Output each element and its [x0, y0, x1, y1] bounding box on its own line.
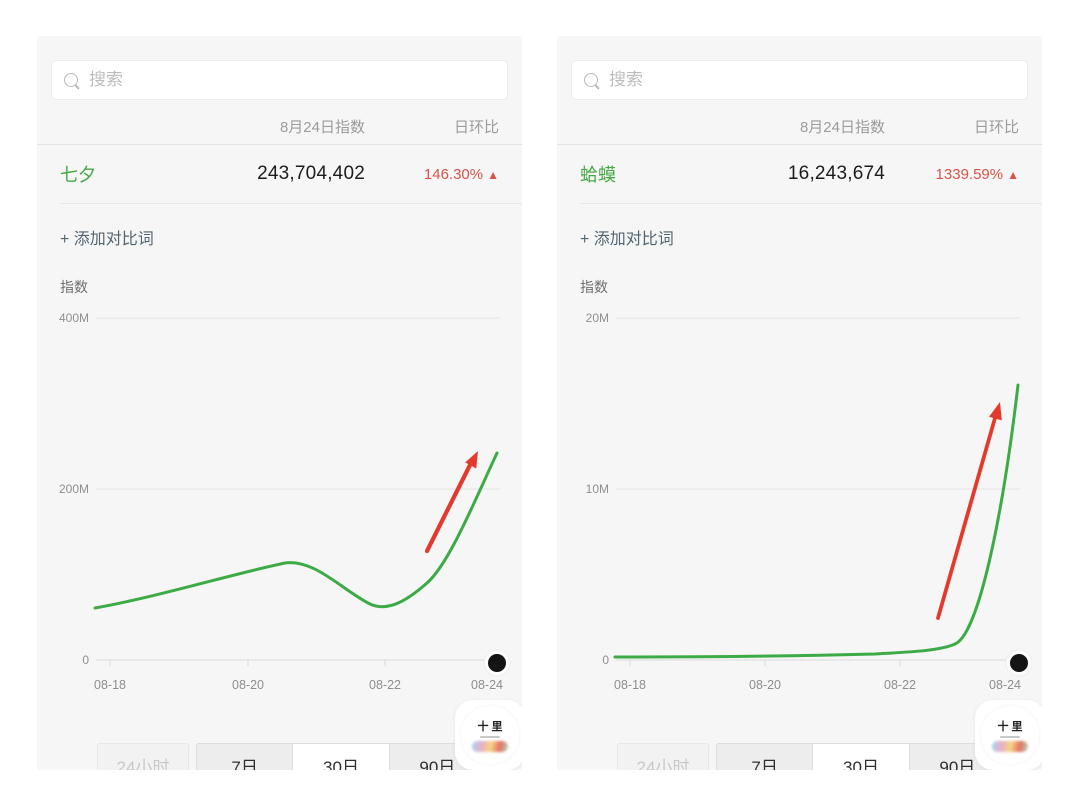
watermark-text: 十里	[997, 721, 1026, 733]
x-tick-1: 08-18	[94, 678, 126, 692]
search-input[interactable]	[607, 69, 1015, 91]
chart-title: 指数	[60, 279, 88, 295]
add-compare-link[interactable]: + 添加对比词	[60, 231, 154, 248]
keyword-index-value: 243,704,402	[257, 163, 365, 184]
y-tick-mid: 200M	[59, 482, 89, 496]
time-range-tabs: 24小时 7日 30日 90日	[37, 743, 522, 770]
x-tick-4: 08-24	[989, 678, 1021, 692]
tab-24h[interactable]: 24小时	[97, 743, 189, 770]
keyword-day-change: 146.30% ▲	[365, 166, 499, 183]
x-tick-1: 08-18	[614, 678, 646, 692]
index-line-chart: 20M 10M 0 08-18 08-20 08-22 08-24	[586, 311, 1033, 692]
tab-30d[interactable]: 30日	[812, 744, 909, 770]
watermark-circle: 十里	[981, 706, 1039, 764]
keyword-index-value: 16,243,674	[787, 163, 885, 184]
up-triangle-icon: ▲	[487, 167, 499, 182]
y-tick-top: 400M	[59, 311, 89, 325]
x-tick-3: 08-22	[884, 678, 916, 692]
index-panel-qixi: 8月24日指数 日环比 七夕 243,704,402 146.30%▲ + 添加…	[37, 36, 522, 770]
search-input[interactable]	[87, 69, 495, 91]
tab-24h[interactable]: 24小时	[617, 743, 709, 770]
time-range-tabs: 24小时 7日 30日 90日	[557, 743, 1042, 770]
x-tick-4: 08-24	[471, 678, 503, 692]
y-tick-top: 20M	[586, 311, 609, 325]
divider	[580, 203, 1042, 204]
chart-title: 指数	[580, 279, 608, 295]
current-point-marker[interactable]	[1005, 649, 1033, 677]
table-header: 8月24日指数 日环比	[37, 108, 522, 144]
red-up-arrow	[424, 451, 478, 554]
keyword-name: 七夕	[60, 165, 96, 185]
tab-group: 7日 30日 90日	[196, 743, 486, 770]
x-axis-labels: 08-18 08-20 08-22 08-24	[94, 678, 503, 692]
watermark-circle: 十里	[461, 706, 519, 764]
divider	[60, 203, 522, 204]
column-header-day-change: 日环比	[453, 118, 499, 136]
day-change-value: 1339.59%	[935, 165, 1004, 183]
gridlines	[96, 317, 500, 666]
divider	[37, 144, 522, 145]
x-axis-labels: 08-18 08-20 08-22 08-24	[614, 678, 1021, 692]
column-header-index: 8月24日指数	[279, 118, 365, 136]
x-tick-2: 08-20	[749, 678, 781, 692]
gridlines	[616, 317, 1020, 666]
keyword-row[interactable]: 七夕 243,704,402 146.30% ▲	[37, 145, 522, 203]
search-bar[interactable]	[51, 60, 508, 100]
column-header-day-change: 日环比	[973, 118, 1019, 136]
tab-30d[interactable]: 30日	[292, 744, 389, 770]
keyword-day-change: 1339.59% ▲	[885, 166, 1019, 183]
index-trend-line	[93, 451, 499, 610]
keyword-row[interactable]: 蛤蟆 16,243,674 1339.59% ▲	[557, 145, 1042, 203]
y-tick-zero: 0	[82, 653, 89, 667]
watermark-badge: 十里	[975, 700, 1042, 770]
watermark-subtitle	[1000, 736, 1020, 738]
add-compare-link[interactable]: + 添加对比词	[580, 231, 674, 248]
current-point-marker[interactable]	[483, 649, 511, 677]
search-bar[interactable]	[571, 60, 1028, 100]
tab-7d[interactable]: 7日	[717, 744, 813, 770]
keyword-name: 蛤蟆	[580, 165, 616, 185]
index-trend-line	[613, 383, 1020, 659]
table-header: 8月24日指数 日环比	[557, 108, 1042, 144]
watermark-color-blob	[472, 741, 508, 752]
watermark-text: 十里	[477, 721, 506, 733]
y-tick-zero: 0	[602, 653, 609, 667]
index-line-chart: 400M 200M 0 08-18 08-20 08-22 08-24	[59, 311, 511, 692]
divider	[557, 144, 1042, 145]
watermark-badge: 十里	[455, 700, 522, 770]
index-panel-hama: 8月24日指数 日环比 蛤蟆 16,243,674 1339.59%▲ + 添加…	[557, 36, 1042, 770]
red-up-arrow	[936, 402, 1002, 620]
column-header-index: 8月24日指数	[799, 118, 885, 136]
x-tick-2: 08-20	[232, 678, 264, 692]
day-change-value: 146.30%	[423, 165, 484, 183]
x-tick-3: 08-22	[369, 678, 401, 692]
tab-group: 7日 30日 90日	[716, 743, 1006, 770]
y-axis-labels: 400M 200M 0	[59, 311, 89, 667]
search-icon	[584, 73, 598, 87]
tab-7d[interactable]: 7日	[197, 744, 293, 770]
watermark-subtitle	[480, 736, 500, 738]
y-axis-labels: 20M 10M 0	[586, 311, 610, 667]
y-tick-mid: 10M	[586, 482, 609, 496]
search-icon	[64, 73, 78, 87]
watermark-color-blob	[992, 741, 1028, 752]
up-triangle-icon: ▲	[1007, 167, 1019, 182]
